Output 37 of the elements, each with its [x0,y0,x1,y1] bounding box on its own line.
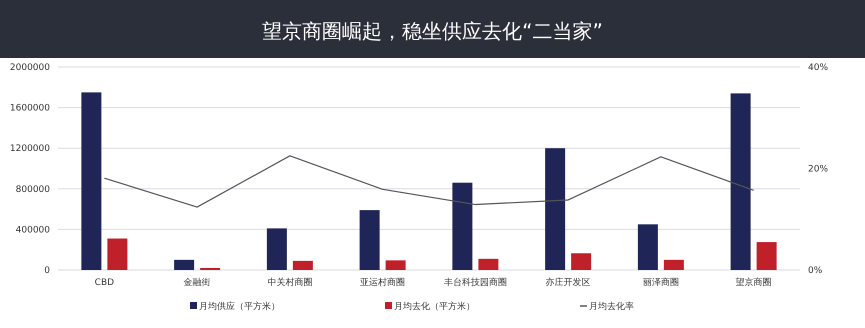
y-tick-label: 400000 [16,225,50,236]
chart-title: 望京商圈崛起，稳坐供应去化“二当家” [262,19,603,43]
bar [664,260,684,270]
legend-label: 月均去化率 [589,301,634,312]
bar [386,260,406,270]
x-tick-label: 望京商圈 [736,277,772,288]
bar [292,260,313,270]
x-tick-label: 亚运村商圈 [360,277,406,288]
line-series [104,155,754,208]
x-tick-label: 中关村商圈 [267,277,312,288]
y-tick-label: 800000 [16,184,50,195]
bar [81,92,102,270]
bar [545,148,566,270]
y2-tick-label: 0% [808,266,823,276]
x-tick-label: CBD [94,278,114,288]
x-tick-label: 亦庄开发区 [546,277,591,288]
y-tick-label: 2000000 [10,63,50,73]
bar [174,260,194,270]
bar [478,258,498,270]
legend-label: 月均去化（平方米） [394,301,475,312]
y2-tick-label: 40% [808,63,828,73]
y-tick-label: 1600000 [10,104,50,114]
x-tick-label: 金融街 [184,277,211,288]
y2-tick-label: 20% [808,164,828,174]
bar [452,182,472,270]
y-tick-label: 0 [44,266,50,276]
bar [756,242,777,270]
legend-label: 月均供应（平方米） [199,301,280,312]
bar [638,224,658,270]
y-tick-label: 1200000 [10,144,50,154]
bar [266,228,287,270]
bar [360,210,380,270]
x-tick-label: 丽泽商圈 [642,277,679,288]
bar [107,238,128,270]
bar [730,93,751,270]
x-tick-label: 丰台科技园商圈 [444,277,507,288]
bar [571,253,592,270]
